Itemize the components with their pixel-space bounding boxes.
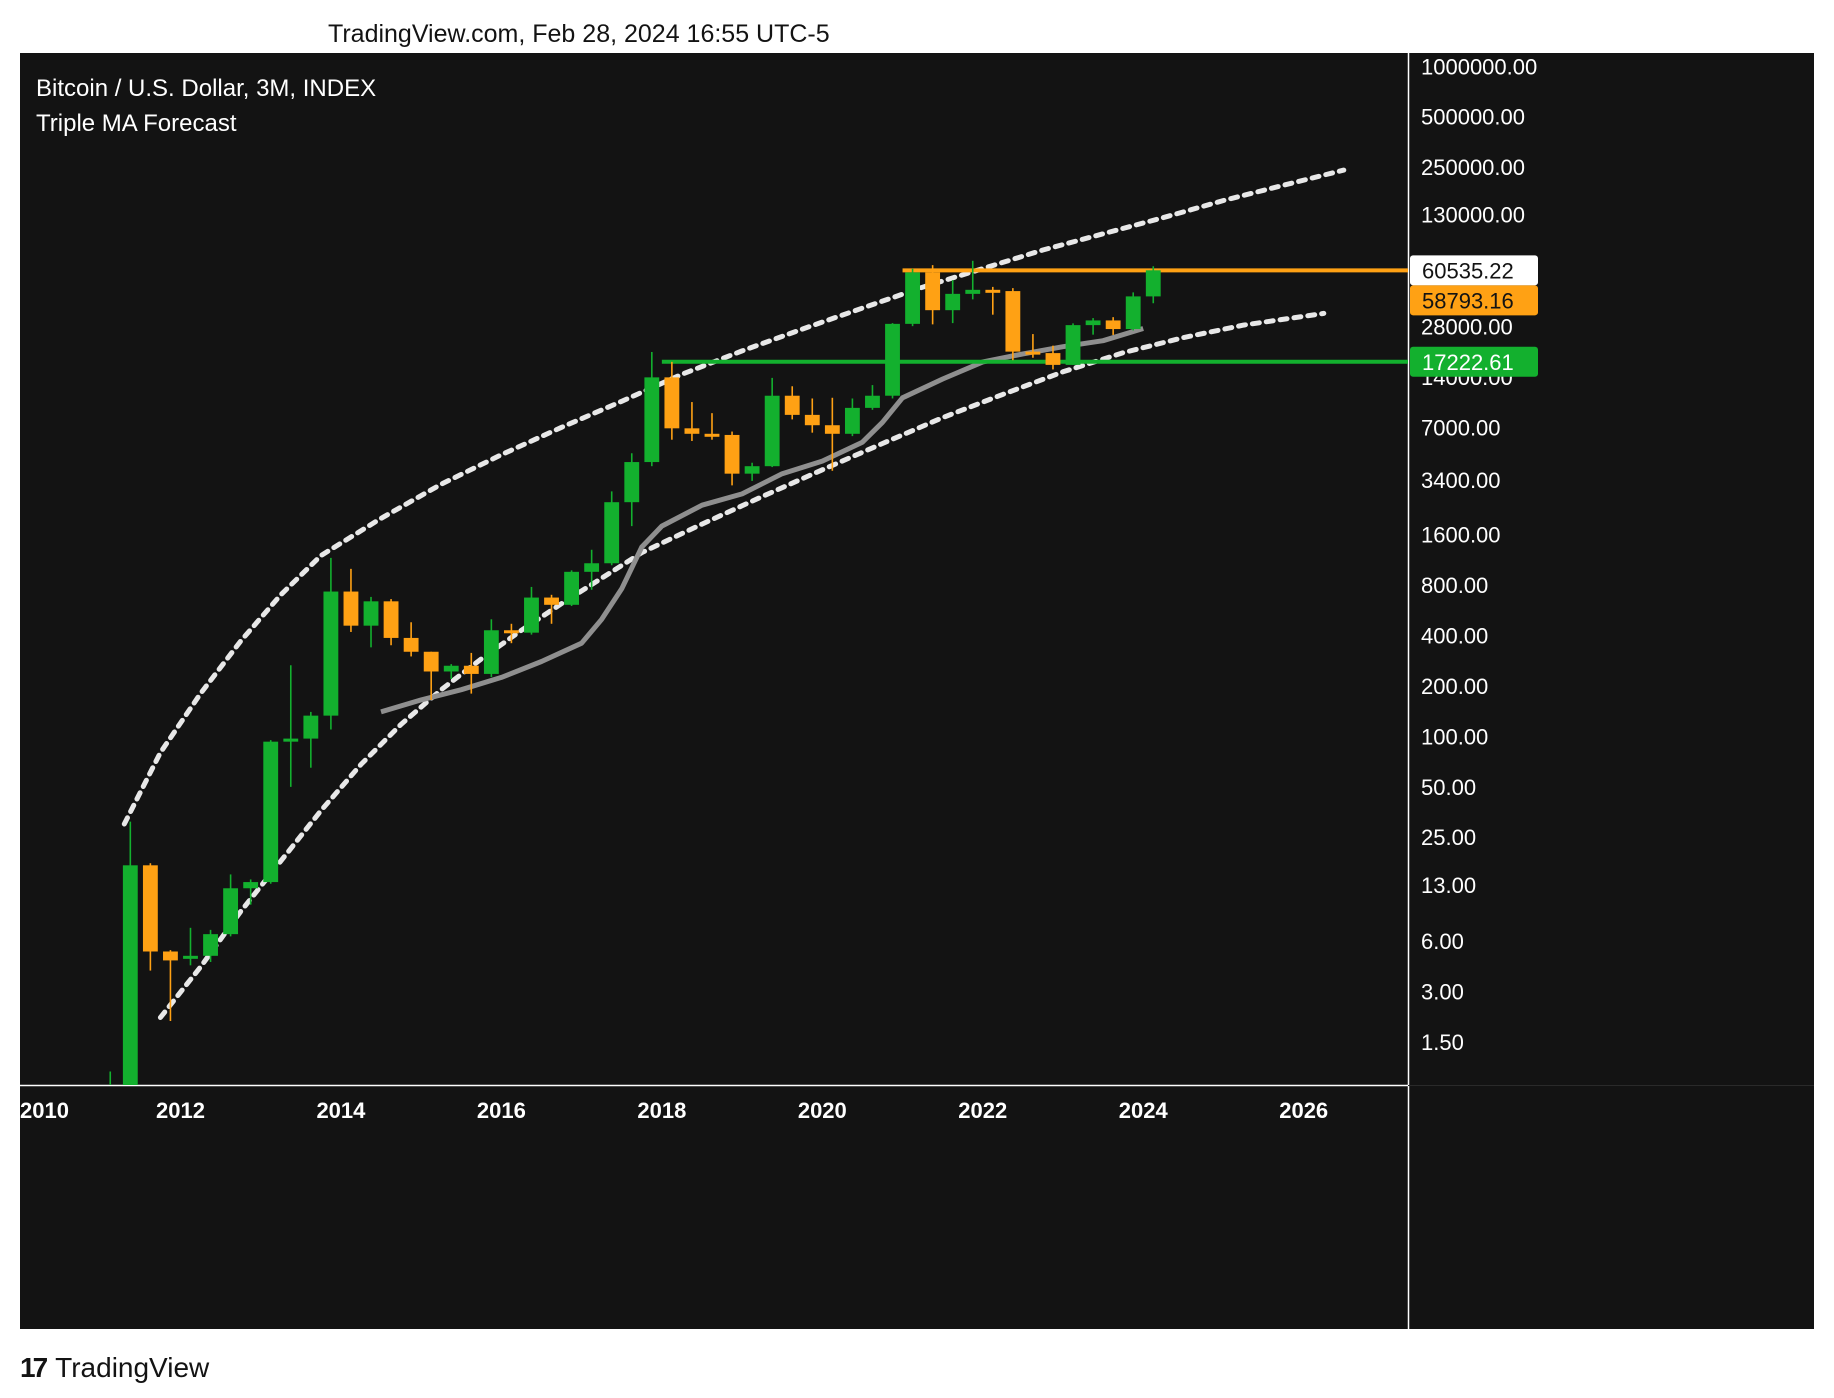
candle-body xyxy=(885,323,900,396)
candle-body xyxy=(323,591,339,716)
x-tick-label: 2022 xyxy=(958,1098,1007,1123)
candle-body xyxy=(1025,351,1041,355)
candle-body xyxy=(343,591,359,626)
candle-body xyxy=(423,651,439,672)
y-tick-label: 200.00 xyxy=(1421,674,1488,699)
candle-body xyxy=(463,665,479,674)
x-tick-label: 2014 xyxy=(316,1098,366,1123)
y-tick-label: 6.00 xyxy=(1421,929,1464,954)
upper-forecast-band xyxy=(121,167,1347,827)
x-tick-label: 2020 xyxy=(798,1098,847,1123)
candle-body xyxy=(163,951,178,961)
candle-body xyxy=(283,738,299,742)
price-label-text: 58793.16 xyxy=(1422,288,1514,313)
y-tick-label: 250000.00 xyxy=(1421,155,1525,180)
chart-area[interactable]: 1.50 3.00 6.00 13.00 25.00 50.00 100.00 200.00 4… xyxy=(20,53,1814,1329)
candle-body xyxy=(584,563,600,572)
candle-body xyxy=(844,407,860,434)
y-tick-label: 25.00 xyxy=(1421,825,1476,850)
candle-body xyxy=(865,395,880,408)
candle-body xyxy=(383,601,399,638)
x-tick-label: 2010 xyxy=(20,1098,69,1123)
candle-body xyxy=(1125,296,1141,330)
price-label-orange xyxy=(1410,285,1538,316)
y-tick-label: 7000.00 xyxy=(1421,415,1501,440)
candle-body xyxy=(764,395,780,467)
lower-forecast-band xyxy=(157,310,1327,1020)
candle-body xyxy=(624,462,640,503)
candle-body xyxy=(223,888,239,935)
candle-body xyxy=(1065,325,1081,365)
candle-body xyxy=(1005,291,1021,352)
x-tick-label: 2018 xyxy=(637,1098,686,1123)
y-tick-label: 1600.00 xyxy=(1421,523,1501,548)
candle-body xyxy=(183,955,198,959)
x-tick-label: 2012 xyxy=(156,1098,205,1123)
candle-body xyxy=(1085,320,1101,326)
candle-body xyxy=(905,272,920,324)
legend-symbol: Bitcoin / U.S. Dollar, 3M, INDEX xyxy=(36,75,377,102)
y-tick-label: 3.00 xyxy=(1421,980,1464,1005)
candle-body xyxy=(524,597,539,633)
candle-body xyxy=(564,571,580,605)
legend-indicator: Triple MA Forecast xyxy=(36,110,237,137)
candle-body xyxy=(142,865,158,952)
price-label-text: 17222.61 xyxy=(1422,350,1514,375)
y-tick-label: 130000.00 xyxy=(1421,203,1525,228)
candle-body xyxy=(945,293,961,311)
x-tick-label: 2024 xyxy=(1119,1098,1169,1123)
candle-body xyxy=(925,272,941,311)
candle-body xyxy=(544,597,559,605)
price-label-white xyxy=(1410,255,1538,286)
header-timestamp: TradingView.com, Feb 28, 2024 16:55 UTC-… xyxy=(328,20,830,48)
candle-body xyxy=(1045,353,1061,365)
candle-body xyxy=(122,865,138,1085)
candle-body xyxy=(363,601,379,626)
x-tick-label: 2016 xyxy=(477,1098,526,1123)
price-label-text: 60535.22 xyxy=(1422,258,1514,283)
y-tick-label: 1.50 xyxy=(1421,1030,1464,1055)
candle-body xyxy=(503,630,519,634)
tradingview-brand-text: TradingView xyxy=(55,1352,210,1383)
y-tick-label: 100.00 xyxy=(1421,724,1488,749)
moving-average-line xyxy=(380,326,1144,715)
candle-body xyxy=(704,433,720,437)
candle-body xyxy=(1145,270,1161,297)
candle-body xyxy=(664,377,680,429)
candle-body xyxy=(804,414,820,426)
candle-body xyxy=(684,428,700,434)
tradingview-logo-icon: 17 xyxy=(20,1352,48,1383)
candle-body xyxy=(1105,320,1121,330)
candle-body xyxy=(303,715,319,739)
price-label-green xyxy=(1410,346,1538,377)
candle-body xyxy=(985,289,1001,293)
y-tick-label: 50.00 xyxy=(1421,775,1476,800)
candle-body xyxy=(403,637,419,652)
candle-body xyxy=(784,395,800,415)
candle-body xyxy=(824,425,840,434)
y-tick-label: 500000.00 xyxy=(1421,105,1525,130)
x-tick-label: 2026 xyxy=(1279,1098,1328,1123)
y-tick-label: 400.00 xyxy=(1421,624,1488,649)
candle-body xyxy=(724,434,740,474)
candle-body xyxy=(604,502,620,564)
candle-body xyxy=(203,934,218,956)
tradingview-logo[interactable]: 17 TradingView xyxy=(20,1352,209,1384)
candle-body xyxy=(243,882,259,889)
chart-svg[interactable]: 1.50 3.00 6.00 13.00 25.00 50.00 100.00 200.00 4… xyxy=(20,53,1814,1329)
y-tick-label: 3400.00 xyxy=(1421,468,1501,493)
y-tick-label: 800.00 xyxy=(1421,573,1488,598)
candle-body xyxy=(744,466,760,474)
candle-body xyxy=(965,289,981,294)
y-tick-label: 13.00 xyxy=(1421,873,1476,898)
candle-body xyxy=(644,377,660,463)
candle-body xyxy=(443,665,459,672)
chart-background xyxy=(20,53,1814,1329)
y-tick-label: 1000000.00 xyxy=(1421,54,1537,79)
candle-body xyxy=(483,630,499,674)
candle-body xyxy=(263,741,279,883)
y-tick-label: 28000.00 xyxy=(1421,314,1513,339)
plot-layer xyxy=(109,167,1408,1085)
